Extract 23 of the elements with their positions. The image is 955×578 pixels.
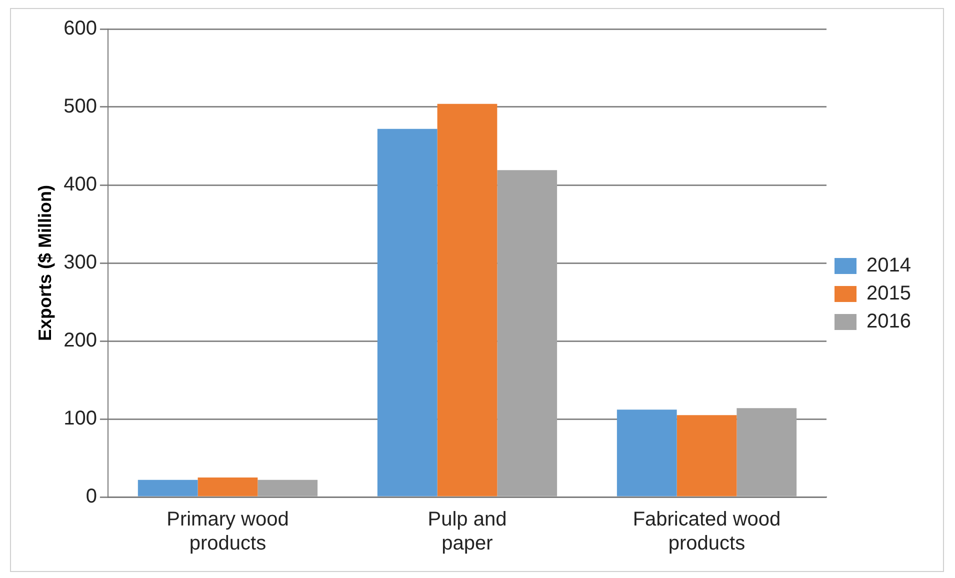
y-tick-label: 200 [64,330,97,352]
bar [676,415,737,496]
bar [616,410,677,496]
bar [736,408,797,496]
bar [377,128,438,496]
bar [497,170,558,496]
bar [437,104,498,496]
y-tick-label: 100 [64,408,97,430]
x-tick-label: Primary wood products [166,508,289,555]
y-tick-label: 300 [64,252,97,274]
y-tick-label: 400 [64,174,97,196]
legend-label: 2016 [866,310,912,333]
bar [258,480,318,496]
bar [198,478,258,496]
legend-label: 2014 [866,254,912,277]
y-tick-label: 600 [64,18,97,40]
bar [138,480,198,496]
x-tick-label: Pulp and paper [428,508,507,555]
y-tick-label: 0 [86,486,97,508]
y-axis-title: Exports ($ Million) [34,184,55,342]
legend-label: 2015 [866,282,912,305]
y-tick-label: 500 [64,96,97,118]
x-tick-label: Fabricated wood products [632,508,781,555]
